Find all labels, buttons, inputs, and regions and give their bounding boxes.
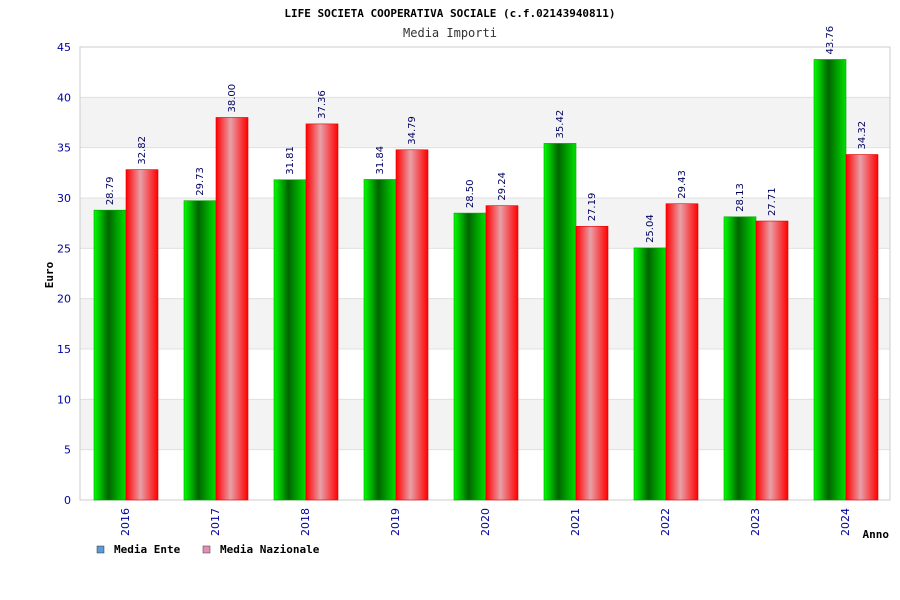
x-tick-label: 2024 bbox=[839, 508, 852, 536]
bar-media-ente-2017 bbox=[183, 200, 217, 501]
y-tick-label: 30 bbox=[57, 192, 71, 205]
data-label: 43.76 bbox=[825, 26, 836, 55]
bar-media-nazionale-2019 bbox=[395, 149, 429, 501]
bar-media-ente-2022 bbox=[633, 247, 667, 501]
y-tick-label: 0 bbox=[64, 494, 71, 507]
y-tick-label: 10 bbox=[57, 393, 71, 406]
bar-media-nazionale-2017 bbox=[215, 117, 249, 501]
bar-media-ente-2020 bbox=[453, 212, 487, 501]
x-tick-label: 2016 bbox=[119, 508, 132, 536]
x-tick-label: 2019 bbox=[389, 508, 402, 536]
legend: Media Ente Media Nazionale bbox=[96, 543, 320, 556]
x-axis-label: Anno bbox=[863, 528, 890, 541]
y-tick-label: 5 bbox=[64, 444, 71, 457]
data-labels: 28.79 32.82 29.73 38.00 31.81 37.36 31.84 34.79… bbox=[105, 26, 868, 243]
bar-media-nazionale-2021 bbox=[575, 225, 609, 501]
y-tick-label: 45 bbox=[57, 41, 71, 54]
x-tick-label: 2022 bbox=[659, 508, 672, 536]
legend-label-media-nazionale: Media Nazionale bbox=[220, 543, 320, 556]
y-tick-label: 20 bbox=[57, 293, 71, 306]
data-label: 32.82 bbox=[137, 136, 148, 165]
grid-band bbox=[80, 97, 890, 148]
bar-media-nazionale-2016 bbox=[125, 169, 159, 501]
data-label: 28.50 bbox=[465, 179, 476, 208]
x-tick-label: 2020 bbox=[479, 508, 492, 536]
x-tick-label: 2021 bbox=[569, 508, 582, 536]
bar-media-ente-2021 bbox=[543, 143, 577, 501]
data-label: 29.43 bbox=[677, 170, 688, 199]
data-label: 31.81 bbox=[285, 146, 296, 175]
data-label: 37.36 bbox=[317, 90, 328, 119]
chart-subtitle: Media Importi bbox=[403, 26, 497, 40]
chart-title: LIFE SOCIETA COOPERATIVA SOCIALE (c.f.02… bbox=[284, 7, 615, 20]
bar-media-ente-2019 bbox=[363, 179, 397, 501]
data-label: 38.00 bbox=[227, 84, 238, 113]
data-label: 27.19 bbox=[587, 193, 598, 222]
legend-label-media-ente: Media Ente bbox=[114, 543, 181, 556]
x-axis-ticks: 2016 2017 2018 2019 2020 2021 2022 2023 2024 bbox=[119, 508, 852, 536]
data-label: 31.84 bbox=[375, 146, 386, 175]
bar-media-nazionale-2018 bbox=[305, 123, 339, 501]
data-label: 34.79 bbox=[407, 116, 418, 145]
data-label: 28.79 bbox=[105, 177, 116, 206]
x-tick-label: 2023 bbox=[749, 508, 762, 536]
y-tick-label: 25 bbox=[57, 242, 71, 255]
data-label: 27.71 bbox=[767, 187, 778, 216]
legend-swatch-media-nazionale bbox=[202, 545, 211, 554]
y-axis-label: Euro bbox=[43, 261, 56, 288]
data-label: 29.73 bbox=[195, 167, 206, 196]
x-tick-label: 2017 bbox=[209, 508, 222, 536]
y-tick-label: 35 bbox=[57, 142, 71, 155]
data-label: 34.32 bbox=[857, 121, 868, 150]
bar-media-nazionale-2024 bbox=[845, 154, 879, 501]
bar-media-nazionale-2022 bbox=[665, 203, 699, 501]
data-label: 25.04 bbox=[645, 214, 656, 243]
bar-media-nazionale-2020 bbox=[485, 205, 519, 501]
bar-media-ente-2023 bbox=[723, 216, 757, 501]
data-label: 29.24 bbox=[497, 172, 508, 201]
data-label: 28.13 bbox=[735, 183, 746, 212]
bar-media-nazionale-2023 bbox=[755, 220, 789, 501]
data-label: 35.42 bbox=[555, 110, 566, 139]
bars bbox=[93, 59, 879, 501]
bar-media-ente-2024 bbox=[813, 59, 847, 501]
y-tick-label: 15 bbox=[57, 343, 71, 356]
legend-swatch-media-ente bbox=[96, 545, 105, 554]
y-tick-label: 40 bbox=[57, 91, 71, 104]
x-tick-label: 2018 bbox=[299, 508, 312, 536]
bar-media-ente-2018 bbox=[273, 179, 307, 501]
bar-media-ente-2016 bbox=[93, 209, 127, 501]
y-axis-ticks: 0 5 10 15 20 25 30 35 40 45 bbox=[57, 41, 71, 507]
